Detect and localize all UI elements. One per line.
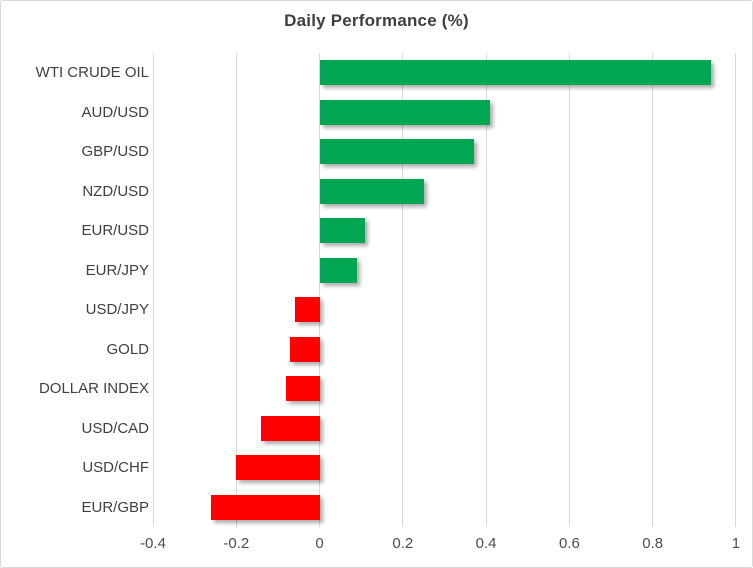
category-label-nzd-usd: NZD/USD <box>82 182 149 200</box>
gridline <box>319 53 321 527</box>
category-label-usd-chf: USD/CHF <box>82 459 149 477</box>
x-axis-tick-label: -0.4 <box>140 535 166 552</box>
bar-eur-jpy <box>319 257 358 283</box>
bar-usd-jpy <box>294 297 320 323</box>
bar-gbp-usd <box>319 139 474 165</box>
category-label-usd-jpy: USD/JPY <box>85 301 149 319</box>
category-label-gbp-usd: GBP/USD <box>81 143 149 161</box>
bar-eur-gbp <box>211 494 320 520</box>
gridline <box>735 53 737 527</box>
gridline <box>152 53 154 527</box>
category-label-dollar-index: DOLLAR INDEX <box>38 380 149 398</box>
bar-eur-usd <box>319 218 366 244</box>
x-axis-tick-label: 0.4 <box>475 535 497 552</box>
category-label-eur-gbp: EUR/GBP <box>81 498 149 516</box>
gridline <box>402 53 404 527</box>
gridline <box>568 53 570 527</box>
x-axis-tick-label: 0 <box>315 535 324 552</box>
bar-usd-chf <box>236 455 320 481</box>
category-label-usd-cad: USD/CAD <box>81 419 149 437</box>
gridline <box>485 53 487 527</box>
category-label-aud-usd: AUD/USD <box>81 103 149 121</box>
category-label-wti-crude-oil: WTI CRUDE OIL <box>35 64 149 82</box>
bar-aud-usd <box>319 99 491 125</box>
x-axis-tick-label: 1 <box>731 535 741 552</box>
chart-title: Daily Performance (%) <box>284 11 469 30</box>
category-label-gold: GOLD <box>106 340 149 358</box>
bar-usd-cad <box>261 415 320 441</box>
bar-wti-crude-oil <box>319 60 711 86</box>
x-axis-tick-label: 0.2 <box>392 535 414 552</box>
gridline <box>652 53 654 527</box>
x-axis-tick-label: 0.8 <box>642 535 664 552</box>
bar-gold <box>290 336 320 362</box>
x-axis-tick-label: 0.6 <box>558 535 580 552</box>
bar-dollar-index <box>286 376 320 402</box>
gridline <box>235 53 237 527</box>
category-label-eur-usd: EUR/USD <box>81 222 149 240</box>
category-label-eur-jpy: EUR/JPY <box>85 261 149 279</box>
x-axis-tick-label: -0.2 <box>223 535 250 552</box>
bar-nzd-usd <box>319 178 424 204</box>
